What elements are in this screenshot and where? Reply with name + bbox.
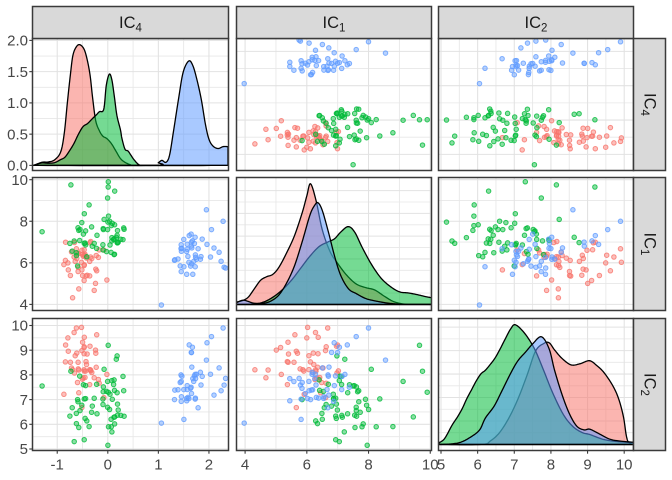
svg-text:4: 4 xyxy=(20,297,28,314)
svg-text:1.5: 1.5 xyxy=(7,64,28,81)
svg-text:5: 5 xyxy=(20,441,28,458)
svg-text:6: 6 xyxy=(473,457,481,474)
svg-text:7: 7 xyxy=(20,392,28,409)
svg-text:4: 4 xyxy=(241,457,249,474)
svg-text:-1: -1 xyxy=(51,457,64,474)
svg-text:0: 0 xyxy=(104,457,112,474)
svg-text:8: 8 xyxy=(547,457,555,474)
svg-text:9: 9 xyxy=(583,457,591,474)
svg-text:1: 1 xyxy=(154,457,162,474)
svg-text:6: 6 xyxy=(20,255,28,272)
svg-text:6: 6 xyxy=(303,457,311,474)
svg-text:10: 10 xyxy=(11,318,28,335)
svg-text:2.0: 2.0 xyxy=(7,33,28,50)
svg-text:0.0: 0.0 xyxy=(7,158,28,175)
svg-text:0.5: 0.5 xyxy=(7,126,28,143)
svg-text:6: 6 xyxy=(20,417,28,434)
svg-text:10: 10 xyxy=(11,172,28,189)
svg-text:9: 9 xyxy=(20,342,28,359)
svg-text:5: 5 xyxy=(437,457,445,474)
svg-text:8: 8 xyxy=(20,213,28,230)
svg-text:1.0: 1.0 xyxy=(7,95,28,112)
svg-text:2: 2 xyxy=(205,457,213,474)
svg-text:10: 10 xyxy=(422,457,439,474)
svg-text:8: 8 xyxy=(364,457,372,474)
svg-text:7: 7 xyxy=(510,457,518,474)
svg-text:8: 8 xyxy=(20,367,28,384)
svg-text:10: 10 xyxy=(616,457,633,474)
